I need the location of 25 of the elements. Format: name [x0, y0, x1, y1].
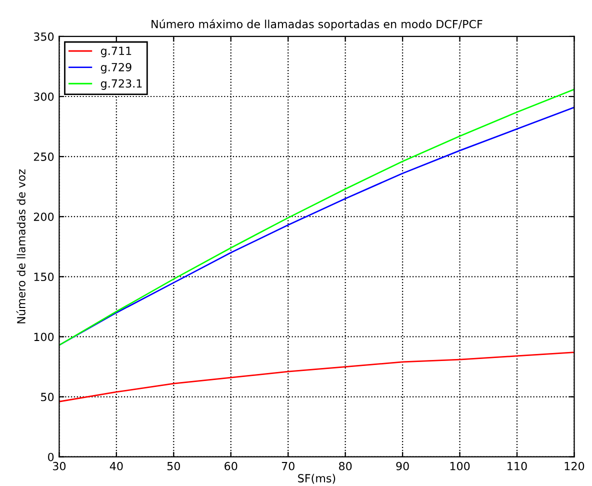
y-tick-label: 200	[34, 212, 54, 221]
legend-label: g.711	[100, 46, 132, 58]
y-tick-label: 50	[41, 392, 54, 402]
line-series	[59, 352, 574, 402]
x-tick-label: 30	[52, 462, 66, 470]
y-tick-label: 100	[34, 332, 54, 342]
x-tick-label: 60	[224, 462, 238, 470]
y-axis-title: Número de llamadas de voz	[16, 169, 26, 324]
x-tick-label: 90	[396, 462, 409, 470]
y-tick-label: 350	[34, 32, 54, 41]
legend-label: g.729	[100, 62, 132, 74]
legend-label: g.723.1	[100, 79, 142, 90]
x-tick-label: 70	[282, 462, 294, 470]
y-tick-label: 150	[34, 272, 54, 282]
y-tick-label: 250	[34, 152, 54, 161]
y-tick-label: 0	[48, 452, 54, 462]
y-tick-label: 300	[34, 92, 54, 101]
chart-title: Número máximo de llamadas soportadas en modo DCF/PCF	[152, 19, 482, 30]
x-tick-label: 100	[450, 462, 470, 470]
x-tick-label: 110	[508, 462, 527, 470]
x-tick-label: 40	[110, 462, 123, 470]
x-tick-label: 80	[339, 462, 352, 470]
x-axis-title: SF(ms)	[298, 474, 336, 484]
x-tick-label: 120	[564, 462, 584, 470]
x-tick-label: 50	[167, 462, 180, 470]
